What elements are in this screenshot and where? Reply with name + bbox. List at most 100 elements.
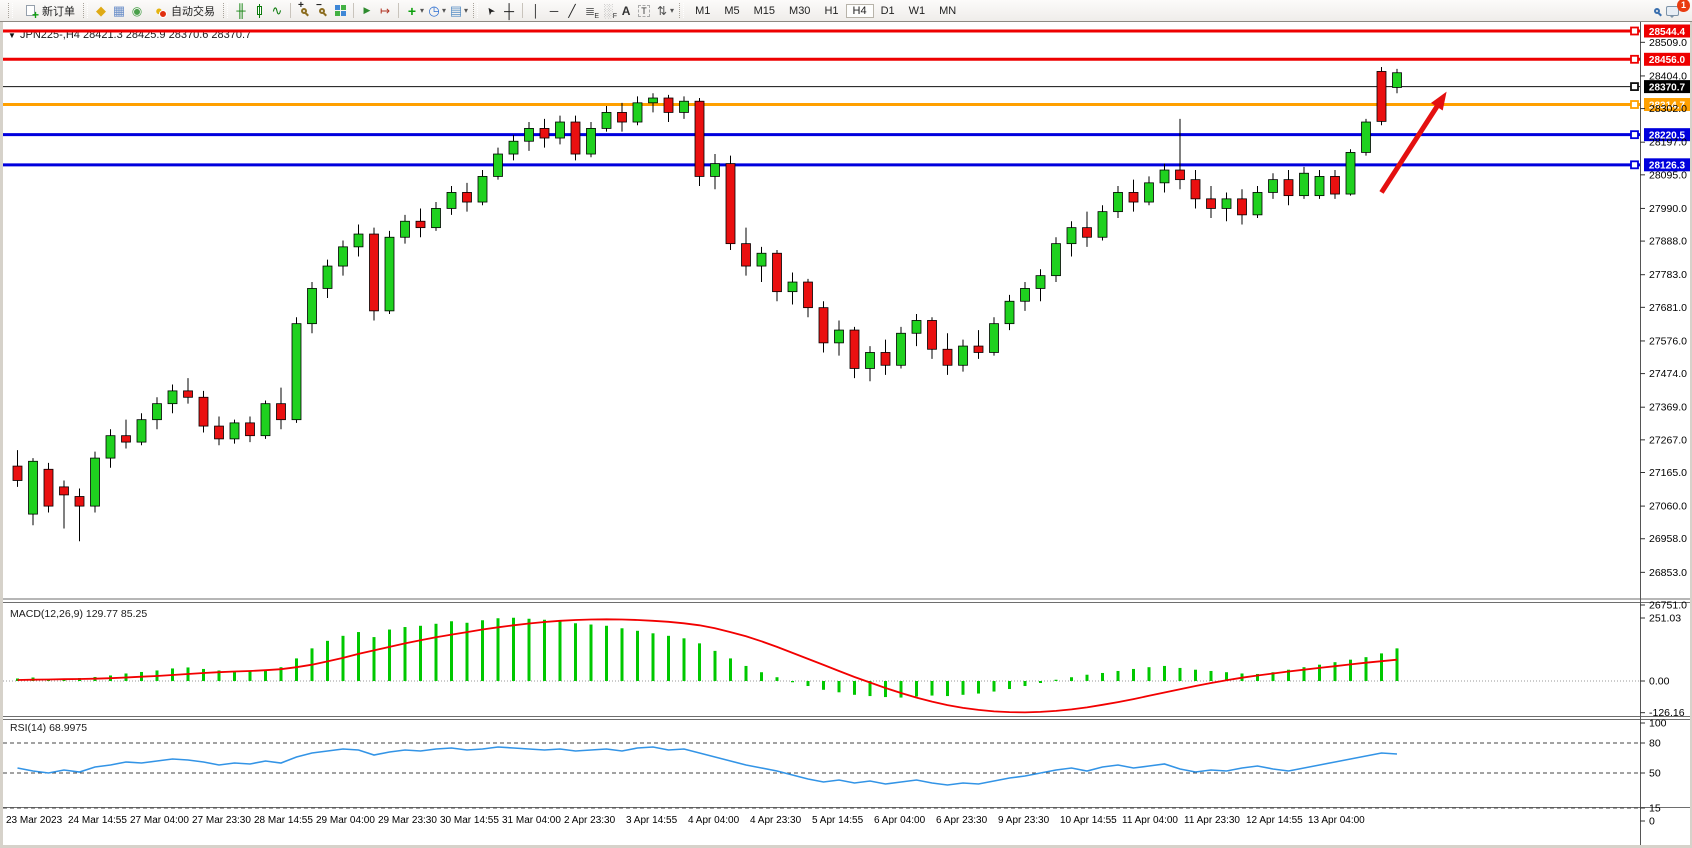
timeframe-m5[interactable]: M5 — [724, 4, 740, 17]
data-window-icon[interactable] — [110, 2, 128, 19]
svg-text:26853.0: 26853.0 — [1649, 567, 1687, 579]
price-lines[interactable] — [3, 26, 1640, 170]
timeframe-m15[interactable]: M15 — [753, 4, 776, 17]
svg-text:26751.0: 26751.0 — [1649, 599, 1687, 611]
equidistant-channel-icon[interactable] — [581, 2, 599, 20]
svg-text:30 Mar 14:55: 30 Mar 14:55 — [440, 815, 499, 826]
toolbar: 新订单 自动交易 — [0, 0, 1692, 22]
timeframe-h1[interactable]: H1 — [824, 4, 839, 17]
search-icon[interactable] — [1648, 2, 1666, 19]
new-order-button[interactable]: 新订单 — [17, 1, 79, 22]
horizontal-line-icon[interactable] — [545, 2, 563, 19]
timeframe-d1[interactable]: D1 — [880, 4, 895, 17]
chart-menu-arrow-icon[interactable]: ▼ — [8, 31, 16, 40]
toolbar-separator — [522, 3, 524, 18]
notification-badge: 1 — [1677, 0, 1690, 12]
market-watch-icon[interactable] — [92, 2, 110, 19]
svg-text:27165.0: 27165.0 — [1649, 467, 1687, 479]
timeframe-m30[interactable]: M30 — [789, 4, 811, 17]
toolbar-grip — [223, 3, 228, 18]
svg-text:13 Apr 04:00: 13 Apr 04:00 — [1308, 815, 1365, 826]
svg-text:6 Apr 04:00: 6 Apr 04:00 — [874, 815, 926, 826]
rsi-label: RSI(14) 68.9975 — [10, 722, 87, 734]
toolbar-grip — [679, 3, 685, 18]
svg-text:0.00: 0.00 — [1649, 676, 1670, 688]
svg-text:11 Apr 04:00: 11 Apr 04:00 — [1122, 815, 1178, 826]
new-order-label: 新订单 — [42, 5, 75, 18]
svg-text:27576.0: 27576.0 — [1649, 335, 1687, 347]
text-label-icon[interactable] — [635, 2, 653, 19]
svg-text:29 Mar 04:00: 29 Mar 04:00 — [316, 815, 375, 826]
auto-scroll-icon[interactable] — [358, 2, 376, 19]
vertical-line-icon[interactable] — [527, 2, 545, 19]
svg-text:29 Mar 23:30: 29 Mar 23:30 — [378, 815, 437, 826]
svg-text:31 Mar 04:00: 31 Mar 04:00 — [502, 815, 561, 826]
trendline-icon[interactable] — [563, 2, 581, 19]
timeframe-mn[interactable]: MN — [939, 4, 957, 17]
svg-text:3 Apr 14:55: 3 Apr 14:55 — [626, 815, 678, 826]
timeframe-m1[interactable]: M1 — [695, 4, 711, 17]
candlestick-type-icon[interactable] — [250, 2, 268, 19]
arrows-icon[interactable] — [653, 2, 671, 19]
svg-text:28544.4: 28544.4 — [1649, 27, 1686, 38]
svg-text:0: 0 — [1649, 816, 1655, 828]
svg-text:27060.0: 27060.0 — [1649, 501, 1687, 513]
timeframe-group: M1 M5 M15 M30 H1 H4 D1 W1 MN — [688, 3, 963, 18]
svg-text:28302.0: 28302.0 — [1649, 103, 1687, 115]
trend-arrow-annotation — [1379, 91, 1447, 194]
svg-text:28314.7: 28314.7 — [1649, 100, 1686, 111]
svg-text:4 Apr 23:30: 4 Apr 23:30 — [750, 815, 802, 826]
autotrading-button[interactable]: 自动交易 — [146, 1, 219, 20]
svg-text:251.03: 251.03 — [1649, 612, 1681, 624]
svg-text:28220.5: 28220.5 — [1649, 130, 1686, 141]
text-icon[interactable] — [617, 2, 635, 19]
curs​or-icon[interactable] — [482, 2, 500, 19]
timeframe-w1[interactable]: W1 — [908, 4, 926, 17]
svg-text:80: 80 — [1649, 738, 1661, 750]
svg-text:5 Apr 14:55: 5 Apr 14:55 — [812, 815, 864, 826]
chart-shift-icon[interactable] — [376, 2, 394, 19]
axis-labels: 28544.4 28456.0 28370.7 28314.7 28220.5 28126… — [6, 24, 1690, 828]
svg-text:12 Apr 14:55: 12 Apr 14:55 — [1246, 815, 1303, 826]
svg-text:4 Apr 04:00: 4 Apr 04:00 — [688, 815, 740, 826]
svg-text:27369.0: 27369.0 — [1649, 402, 1687, 414]
chart-canvas[interactable]: ▼ JPN225-,H4 28421.3 28425.9 28370.6 283… — [3, 22, 1690, 845]
toolbar-grip — [83, 3, 88, 18]
svg-text:50: 50 — [1649, 768, 1661, 780]
svg-text:100: 100 — [1649, 718, 1667, 730]
svg-text:9 Apr 23:30: 9 Apr 23:30 — [998, 815, 1050, 826]
zoom-out-icon[interactable] — [313, 0, 331, 19]
svg-text:28095.0: 28095.0 — [1649, 169, 1687, 181]
signals-icon[interactable] — [128, 2, 146, 19]
timeframe-h4[interactable]: H4 — [845, 3, 874, 18]
svg-text:28456.0: 28456.0 — [1649, 55, 1686, 66]
svg-text:26958.0: 26958.0 — [1649, 533, 1687, 545]
notifications-icon[interactable]: 1 — [1666, 0, 1690, 19]
svg-text:27 Mar 23:30: 27 Mar 23:30 — [192, 815, 251, 826]
svg-text:27 Mar 04:00: 27 Mar 04:00 — [130, 815, 189, 826]
svg-text:28 Mar 14:55: 28 Mar 14:55 — [254, 815, 313, 826]
bar-chart-type-icon[interactable] — [232, 2, 250, 19]
toolbar-separator — [398, 3, 399, 18]
zoom-in-icon[interactable] — [295, 0, 313, 19]
periods-icon[interactable] — [425, 2, 443, 19]
toolbar-grip — [473, 3, 479, 18]
svg-text:27267.0: 27267.0 — [1649, 434, 1687, 446]
toolbar-grip — [8, 3, 13, 18]
line-chart-type-icon[interactable] — [268, 2, 286, 19]
fibonacci-grid-icon[interactable] — [599, 2, 617, 20]
svg-text:28404.0: 28404.0 — [1649, 70, 1687, 82]
svg-text:27888.0: 27888.0 — [1649, 236, 1687, 248]
svg-text:-126.16: -126.16 — [1649, 707, 1685, 719]
tile-windows-icon[interactable] — [331, 2, 349, 19]
panel-borders — [3, 22, 1690, 845]
svg-text:2 Apr 23:30: 2 Apr 23:30 — [564, 815, 616, 826]
candles — [12, 66, 1402, 542]
indicators-icon[interactable] — [403, 2, 421, 19]
svg-text:23 Mar 2023: 23 Mar 2023 — [6, 815, 63, 826]
svg-text:28509.0: 28509.0 — [1649, 37, 1687, 49]
svg-text:11 Apr 23:30: 11 Apr 23:30 — [1184, 815, 1240, 826]
crosshair-icon[interactable] — [500, 2, 518, 19]
templates-icon[interactable] — [447, 2, 465, 19]
